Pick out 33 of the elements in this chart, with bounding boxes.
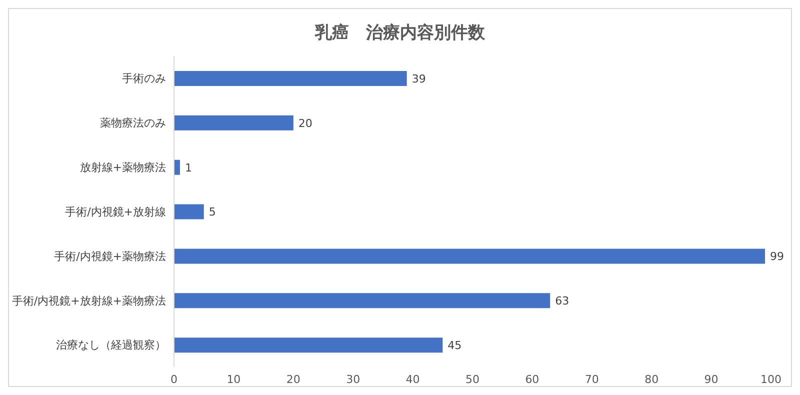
y-tick-label: 放射線+薬物療法 xyxy=(80,160,166,174)
bar xyxy=(174,71,407,86)
chart-title: 乳癌 治療内容別件数 xyxy=(314,22,486,45)
y-tick-label: 手術/内視鏡+放射線 xyxy=(65,205,166,218)
data-label: 5 xyxy=(208,206,216,219)
x-tick-label: 100 xyxy=(760,372,782,386)
bar xyxy=(174,160,180,175)
data-label: 45 xyxy=(448,338,462,352)
x-tick-label: 70 xyxy=(584,372,599,386)
x-tick-label: 60 xyxy=(525,372,540,386)
x-tick-label: 90 xyxy=(704,372,718,386)
x-tick-label: 80 xyxy=(644,372,659,386)
y-tick-label: 手術/内視鏡+薬物療法 xyxy=(54,250,166,263)
x-tick-label: 30 xyxy=(346,372,360,386)
x-tick-label: 40 xyxy=(406,372,420,386)
bar xyxy=(174,293,550,308)
data-label: 20 xyxy=(298,116,312,130)
x-tick-label: 10 xyxy=(226,372,241,386)
x-tick-label: 50 xyxy=(466,372,480,386)
x-tick-label: 0 xyxy=(170,372,178,386)
data-label: 63 xyxy=(555,294,570,308)
x-tick-label: 20 xyxy=(286,372,300,386)
y-tick-label: 手術/内視鏡+放射線+薬物療法 xyxy=(12,294,166,308)
y-tick-label: 治療なし（経過観察） xyxy=(56,338,166,352)
bar xyxy=(174,248,766,264)
bar xyxy=(174,338,443,353)
bar xyxy=(174,115,294,130)
data-label: 39 xyxy=(412,72,426,86)
y-tick-label: 薬物療法のみ xyxy=(100,116,166,130)
y-tick-label: 手術のみ xyxy=(122,72,166,86)
data-label: 99 xyxy=(770,250,784,264)
data-label: 1 xyxy=(184,161,192,174)
bar xyxy=(174,204,204,220)
